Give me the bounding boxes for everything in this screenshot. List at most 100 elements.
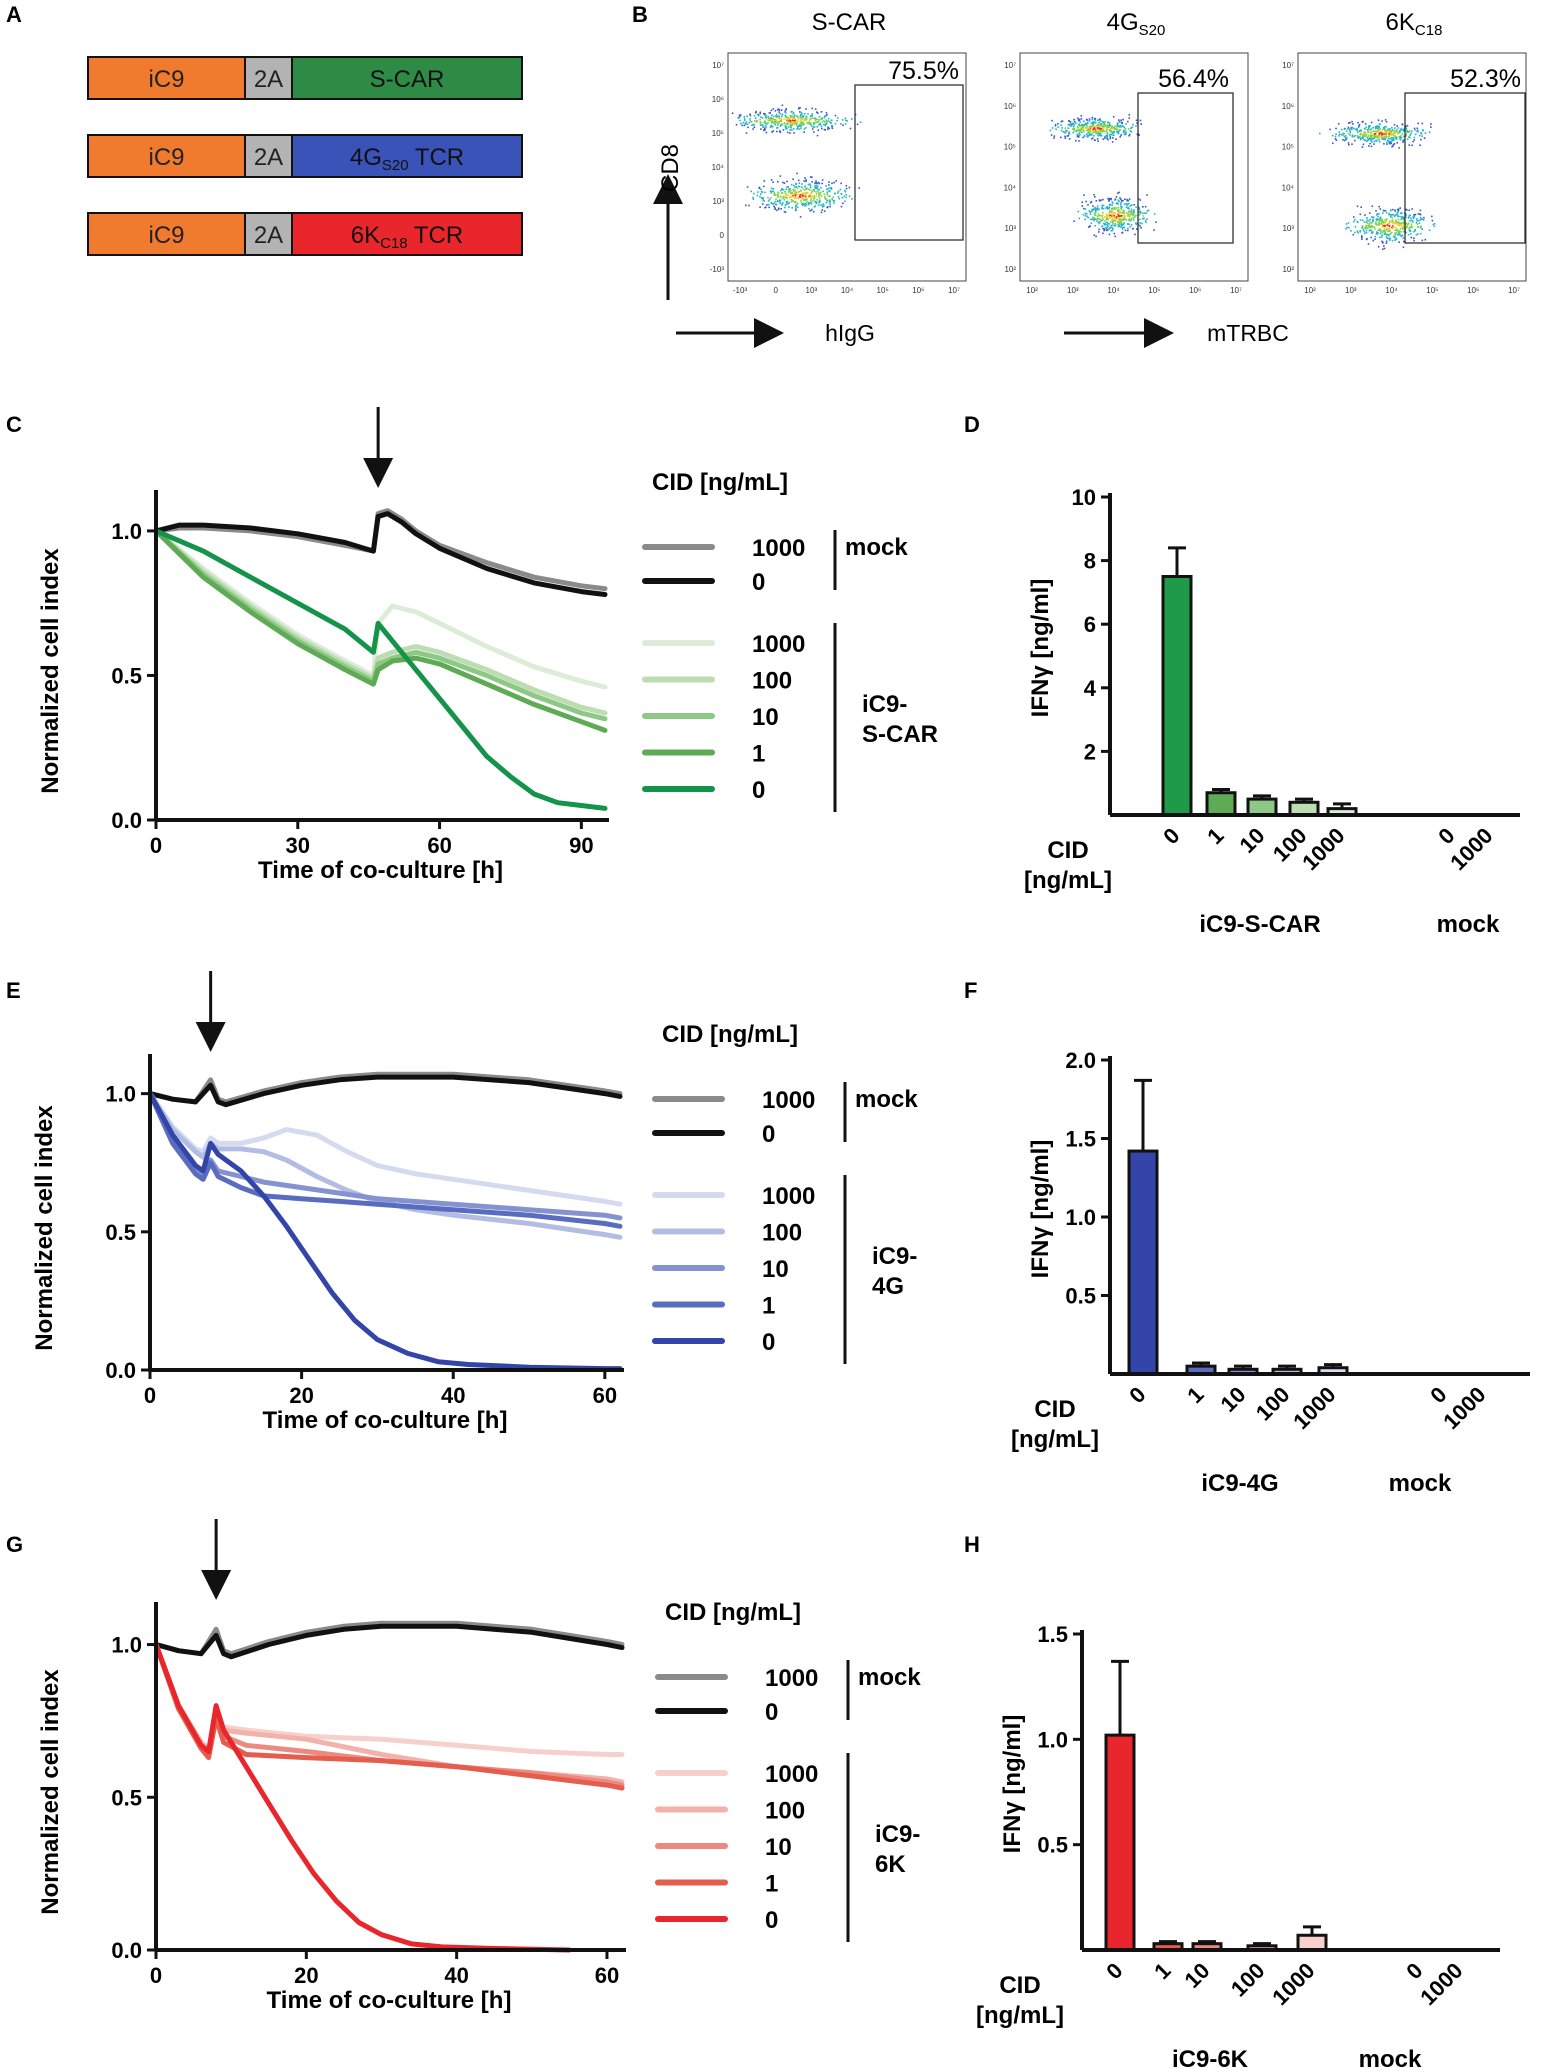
flow-event-dot [813,131,815,133]
flow-event-dot [1391,239,1394,242]
flow-event-dot [1078,132,1080,135]
flow-event-dot [1419,219,1422,221]
x-axis-label: hIgG [825,320,875,346]
construct-receptor-segment [291,212,523,256]
panel-label-h: H [964,1532,980,1557]
flow-event-dot [1127,227,1129,230]
flow-event-dot [1409,220,1411,222]
flow-event-dot [1373,137,1375,140]
flow-event-dot [1373,226,1376,228]
flow-event-dot [1393,215,1396,218]
flow-event-dot [1146,194,1148,196]
flow-event-dot [1393,143,1396,145]
category-label: 1 [1202,823,1228,849]
flow-event-dot [1119,205,1122,208]
flow-event-dot [1361,135,1364,137]
flow-event-dot [1117,132,1120,135]
flow-event-dot [751,124,753,126]
flow-event-dot [796,206,799,209]
flow-event-dot [739,119,741,122]
flow-event-dot [1381,220,1383,222]
flow-event-dot [1400,235,1402,238]
flow-event-dot [1076,129,1079,132]
flow-event-dot [1382,128,1384,131]
flow-event-dot [821,182,823,185]
flow-event-dot [1096,127,1099,129]
flow-event-dot [1115,125,1118,128]
flow-y-tick-label: 10³ [1004,224,1016,233]
flow-event-dot [774,120,776,123]
flow-event-dot [1086,215,1088,218]
flow-event-dot [1065,129,1067,132]
flow-event-dot [1138,224,1140,226]
flow-event-dot [1118,211,1120,214]
flow-event-dot [1356,230,1359,232]
flow-event-dot [799,189,802,192]
flow-event-dot [1105,125,1107,127]
flow-event-dot [1075,139,1077,142]
flow-event-dot [1119,217,1121,219]
series-line-car-0 [147,1091,623,1372]
group-label: mock [1359,2046,1422,2069]
flow-event-dot [1109,214,1112,217]
flow-event-dot [1093,125,1096,128]
flow-event-dot [1397,132,1400,134]
flow-event-dot [1083,135,1086,137]
flow-event-dot [824,123,827,126]
flow-event-dot [1118,119,1120,121]
flow-event-dot [820,111,823,113]
flow-event-dot [773,119,776,121]
flow-event-dot [1398,230,1401,232]
flow-event-dot [811,113,813,115]
y-axis-title: IFNγ [ng/ml] [999,1715,1026,1854]
flow-event-dot [1096,125,1099,128]
flow-event-dot [1091,125,1093,128]
flow-event-dot [1390,133,1393,135]
flow-event-dot [796,196,799,199]
flow-event-dot [1145,212,1148,214]
flow-event-dot [836,119,838,122]
flow-event-dot [1138,214,1140,216]
x-axis-title: Time of co-culture [h] [258,857,503,884]
flow-event-dot [1087,216,1089,219]
flow-event-dot [1098,228,1100,231]
flow-event-dot [1123,126,1126,129]
flow-event-dot [1095,208,1098,211]
flow-event-dot [1088,130,1090,133]
flow-event-dot [807,183,810,186]
flow-event-dot [1405,216,1407,218]
flow-event-dot [787,186,789,188]
flow-event-dot [1379,130,1382,133]
flow-event-dot [1368,125,1370,128]
flow-event-dot [1363,133,1366,135]
flow-event-dot [824,196,826,199]
flow-event-dot [1349,130,1352,133]
flow-event-dot [1410,223,1413,226]
panel-label-g: G [6,1532,23,1557]
flow-event-dot [1112,222,1114,224]
flow-event-dot [1121,224,1124,226]
flow-event-dot [1378,222,1381,225]
flow-event-dot [770,202,773,205]
flow-event-dot [1095,207,1097,210]
flow-event-dot [1101,214,1103,217]
flow-event-dot [818,182,821,185]
flow-event-dot [1383,227,1386,230]
flow-event-dot [1115,207,1117,209]
flow-event-dot [1364,123,1367,125]
flow-event-dot [812,117,815,120]
flow-event-dot [1098,134,1101,136]
flow-event-dot [1421,122,1424,125]
flow-event-dot [1120,203,1122,205]
flow-event-dot [833,181,835,184]
flow-event-dot [824,129,826,131]
flow-y-tick-label: 10⁴ [712,163,725,172]
flow-event-dot [791,118,794,120]
flow-event-dot [1338,131,1341,133]
flow-event-dot [1123,217,1126,219]
category-label: 0 [1433,823,1459,849]
flow-event-dot [785,197,787,199]
flow-event-dot [1405,127,1408,130]
flow-event-dot [1359,231,1361,233]
